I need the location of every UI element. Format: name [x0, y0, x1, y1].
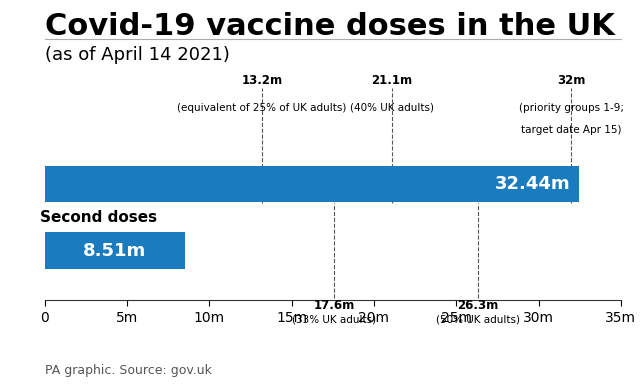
- Text: (40% UK adults): (40% UK adults): [350, 103, 434, 112]
- Text: (50% UK adults): (50% UK adults): [436, 315, 520, 325]
- Text: (equivalent of 25% of UK adults): (equivalent of 25% of UK adults): [177, 103, 347, 112]
- Text: 32.44m: 32.44m: [495, 175, 570, 193]
- Text: (as of April 14 2021): (as of April 14 2021): [45, 46, 230, 64]
- Text: Covid-19 vaccine doses in the UK: Covid-19 vaccine doses in the UK: [45, 12, 614, 40]
- Bar: [45, 166, 579, 203]
- Text: 8.51m: 8.51m: [83, 241, 147, 259]
- Text: First doses: First doses: [40, 0, 134, 3]
- Text: 26.3m: 26.3m: [457, 299, 499, 312]
- Bar: [45, 232, 185, 269]
- Text: Second doses: Second doses: [40, 210, 157, 225]
- Text: (priority groups 1-9;: (priority groups 1-9;: [519, 103, 624, 112]
- Text: PA graphic. Source: gov.uk: PA graphic. Source: gov.uk: [45, 364, 212, 377]
- Text: 13.2m: 13.2m: [241, 74, 283, 87]
- Text: (33% UK adults): (33% UK adults): [292, 315, 376, 325]
- Text: 21.1m: 21.1m: [371, 74, 413, 87]
- Text: 17.6m: 17.6m: [314, 299, 355, 312]
- Text: 32m: 32m: [557, 74, 586, 87]
- Text: target date Apr 15): target date Apr 15): [521, 124, 621, 134]
